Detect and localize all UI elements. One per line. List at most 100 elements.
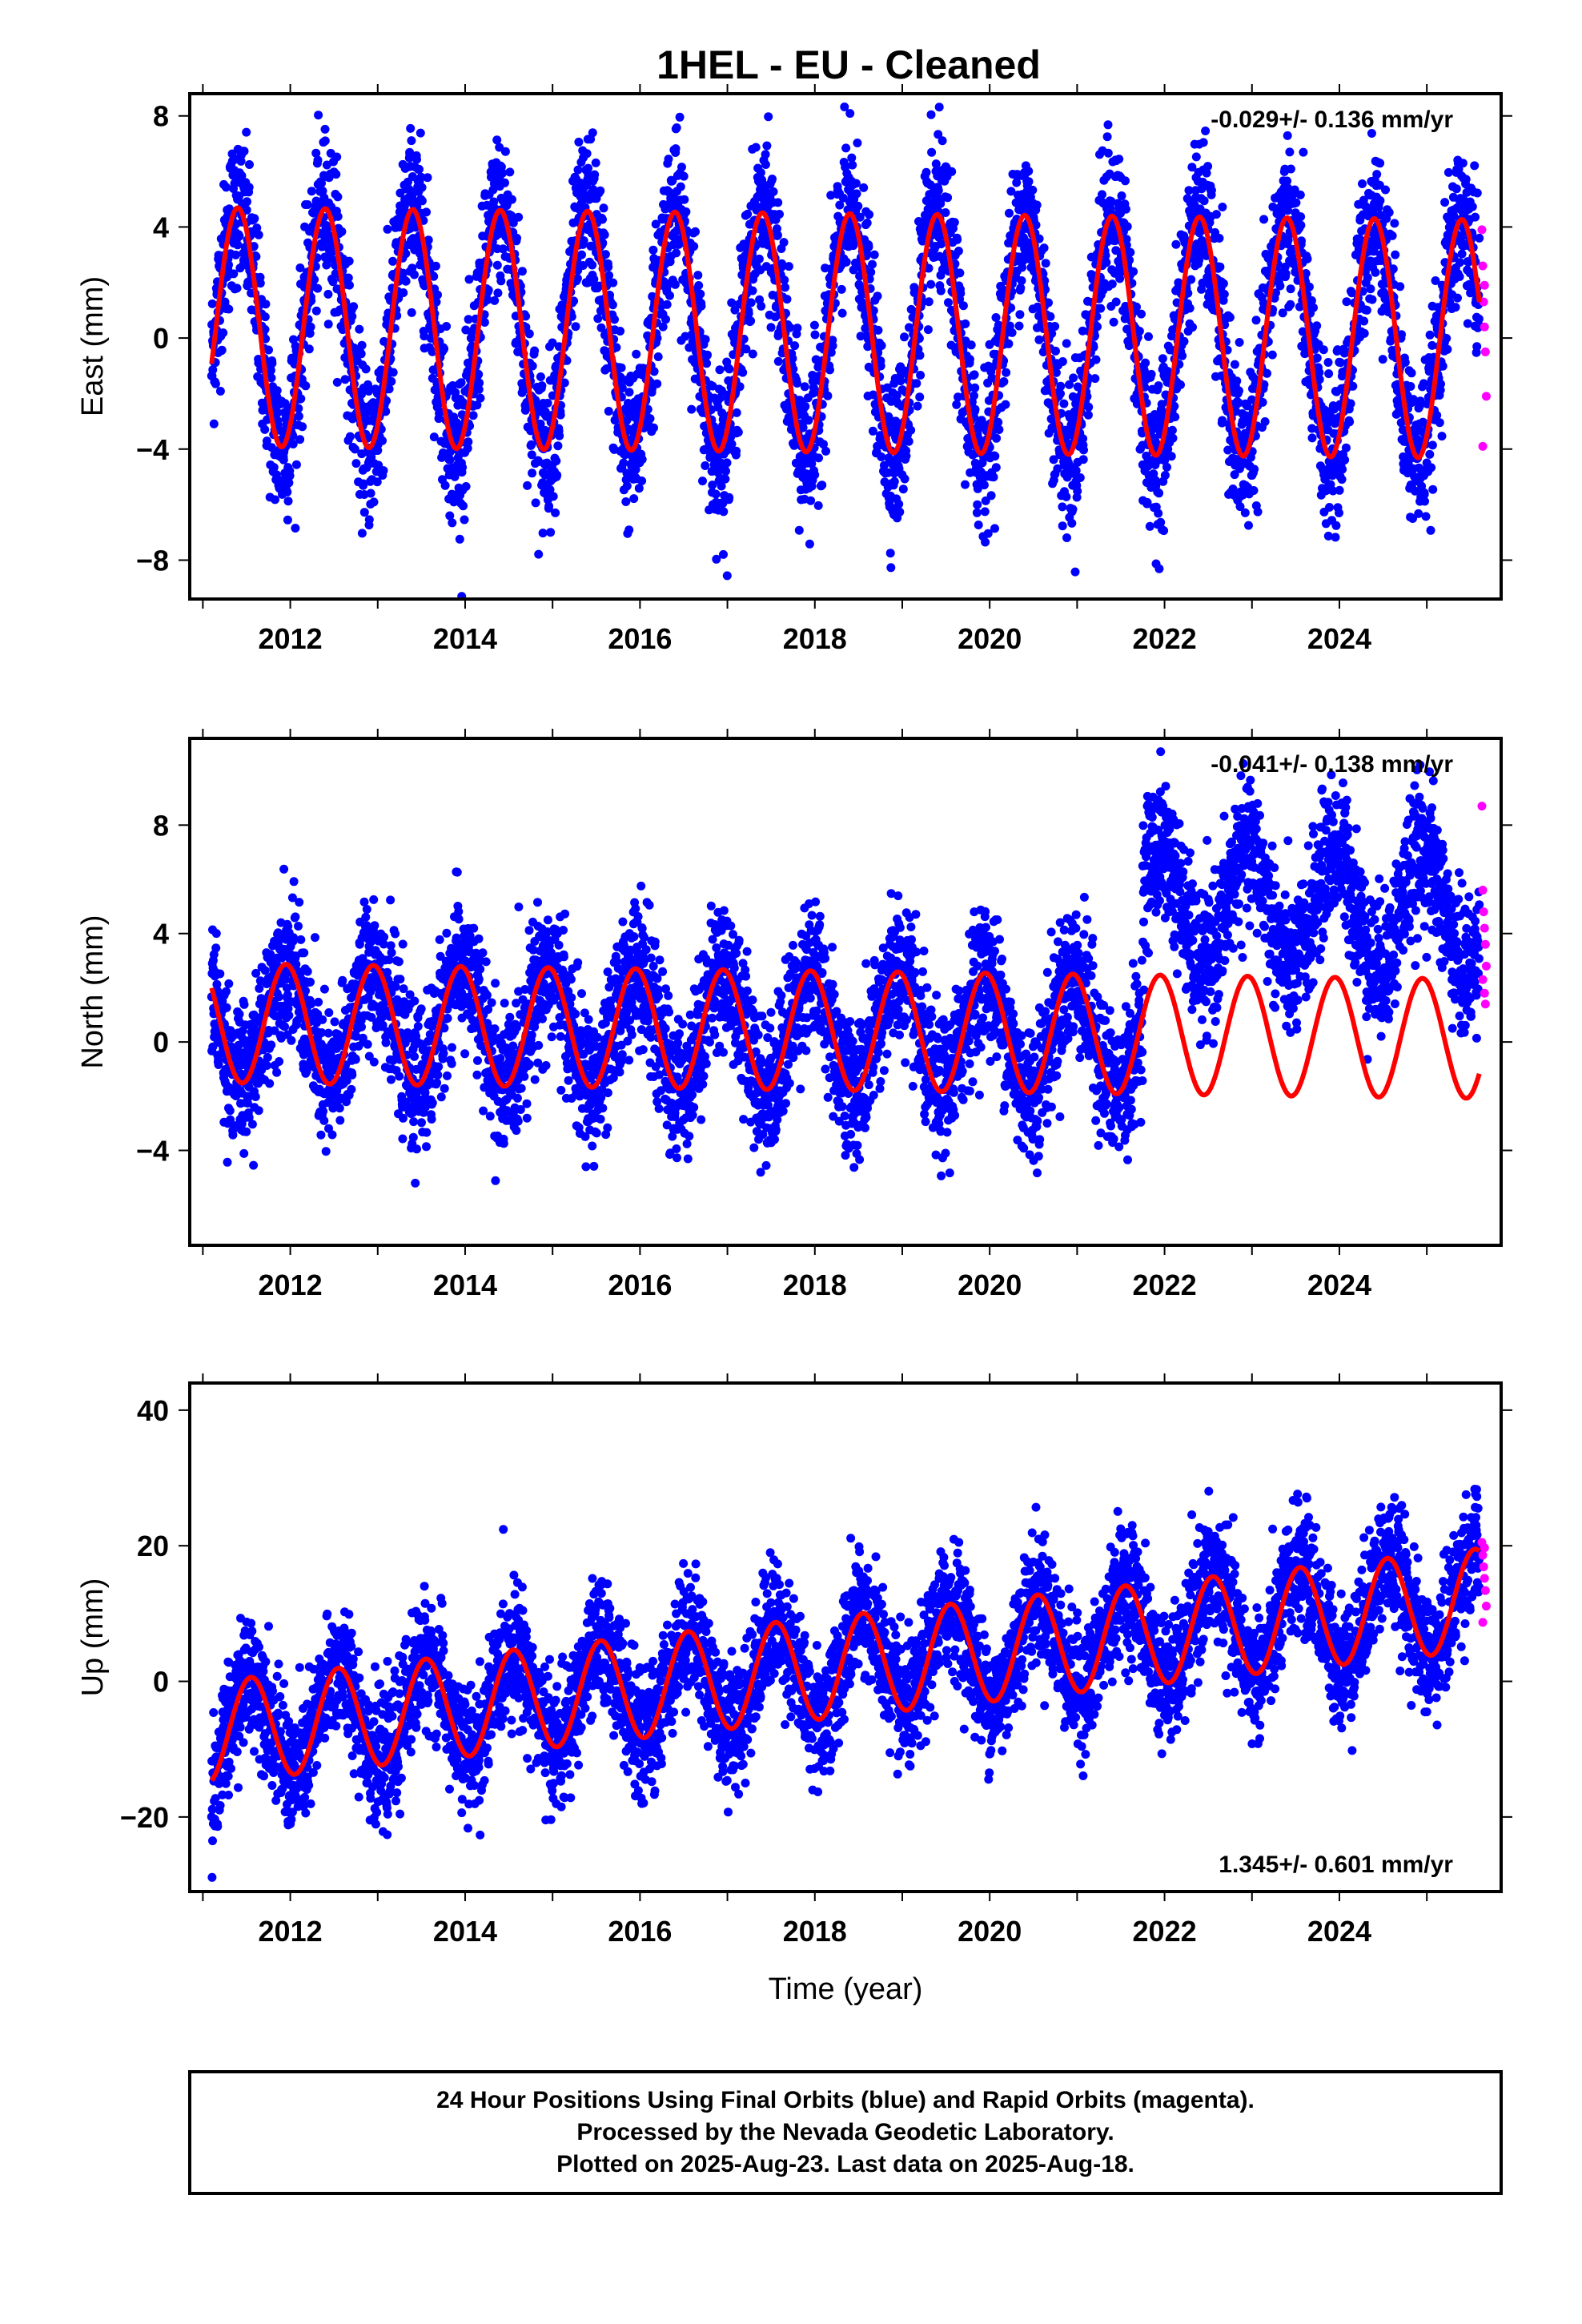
east-final-point [490,296,500,305]
east-final-point [337,227,347,236]
east-final-point [493,288,503,298]
east-final-point [1137,309,1146,319]
east-final-point [412,155,421,164]
east-final-point [239,147,249,156]
east-final-point [209,419,219,428]
east-final-point [600,250,610,259]
east-final-point [1312,353,1322,363]
east-final-point [1024,167,1034,176]
east-final-point [889,476,899,486]
east-final-point [1067,518,1077,528]
east-final-point [732,446,741,456]
east-final-point [417,196,427,206]
east-final-point [1366,284,1375,294]
east-final-point [361,364,371,374]
east-final-point [1102,258,1111,267]
east-final-point [1041,259,1050,268]
east-final-point [450,472,460,481]
east-final-point [994,320,1003,330]
east-final-point [708,480,717,490]
east-final-point [1375,196,1385,205]
east-final-point [701,335,710,344]
east-final-point [1170,412,1180,422]
east-final-point [841,143,851,153]
east-final-point [543,398,552,408]
east-final-point [355,324,364,334]
east-final-point [676,182,685,191]
east-final-point [629,494,639,504]
east-final-point [500,178,509,187]
east-final-point [900,474,909,484]
east-final-point [464,275,474,284]
east-final-point [624,388,634,397]
east-final-point [637,476,647,485]
east-final-point [1296,220,1306,230]
east-final-point [508,218,518,227]
east-final-point [1348,381,1358,391]
east-final-point [356,349,366,359]
east-final-point [224,304,234,314]
east-final-point [215,387,225,396]
east-final-point [947,167,957,176]
east-final-point [1285,147,1295,157]
east-final-point [283,487,292,497]
east-final-point [616,363,626,372]
east-final-point [388,256,398,266]
east-final-points [207,103,1484,599]
east-final-point [680,195,689,204]
east-final-point [544,501,554,511]
east-final-point [1017,276,1026,285]
east-final-point [555,431,564,440]
east-final-point [719,549,728,559]
east-final-point [284,478,294,488]
east-final-point [313,155,323,165]
east-final-point [817,480,827,490]
east-final-point [722,458,732,468]
east-final-point [990,452,1000,461]
east-final-point [505,167,515,177]
east-final-point [900,332,909,342]
east-final-point [347,312,357,321]
east-final-point [408,263,417,273]
east-final-point [416,128,425,138]
east-final-point [857,297,866,307]
east-final-point [442,322,452,331]
east-final-point [521,312,531,321]
east-final-point [1299,147,1308,157]
east-final-point [1384,207,1394,217]
east-final-point [1002,368,1011,377]
east-final-point [322,260,331,270]
east-final-point [1070,567,1080,577]
east-final-point [717,408,727,418]
east-final-point [936,199,946,208]
east-final-point [768,291,777,300]
east-final-point [1171,239,1181,249]
east-final-point [1251,316,1261,325]
east-final-point [359,479,368,489]
east-final-point [981,496,990,505]
east-final-point [288,440,298,448]
east-final-point [1286,300,1295,309]
east-final-point [596,323,606,332]
east-final-point [534,549,544,559]
east-final-point [245,160,254,169]
east-final-point [1050,322,1060,331]
east-final-point [422,207,431,217]
east-final-point [1263,368,1271,378]
east-final-point [285,471,295,480]
east-final-point [464,437,473,447]
east-final-point [809,320,819,330]
east-final-point [588,260,597,270]
east-final-point [531,498,540,508]
east-final-point [1117,191,1126,200]
east-final-point [1363,273,1372,283]
east-final-point [1154,381,1163,391]
east-final-point [1286,284,1295,294]
east-final-point [207,299,217,308]
east-final-point [261,300,271,309]
east-final-point [892,391,901,400]
east-final-point [1016,283,1026,293]
east-final-point [896,376,905,386]
east-final-point [461,482,471,491]
